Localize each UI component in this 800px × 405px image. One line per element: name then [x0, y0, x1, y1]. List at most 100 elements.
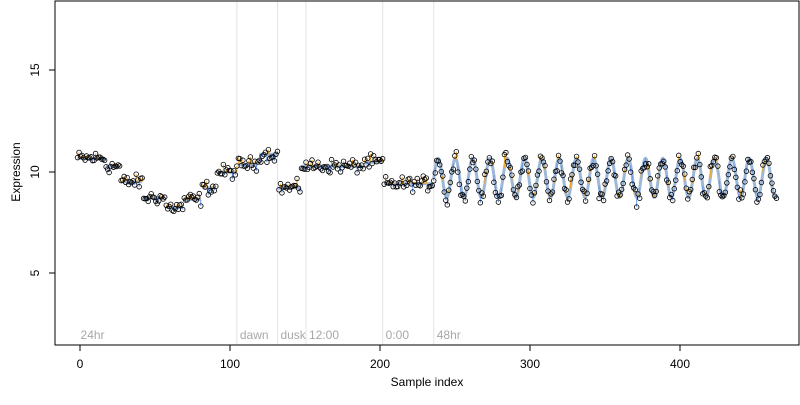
data-point — [382, 174, 389, 180]
data-point — [609, 158, 616, 165]
data-point — [718, 192, 724, 198]
data-point — [124, 174, 130, 181]
data-point — [748, 159, 754, 165]
data-point — [307, 160, 314, 167]
data-point — [773, 195, 780, 201]
data-point — [507, 165, 514, 171]
data-point — [560, 172, 566, 179]
data-point — [139, 175, 145, 181]
data-point — [443, 197, 449, 203]
data-point — [752, 187, 759, 193]
data-point — [767, 173, 774, 179]
data-point — [682, 171, 688, 177]
data-point — [667, 194, 673, 201]
data-point — [704, 195, 711, 201]
data-point — [533, 182, 539, 189]
y-tick-label: 5 — [28, 269, 42, 276]
data-point — [536, 168, 542, 174]
data-point — [279, 190, 285, 196]
data-point — [249, 162, 255, 169]
data-point — [465, 178, 472, 185]
data-point — [259, 153, 266, 159]
data-point — [213, 183, 219, 190]
data-point — [724, 180, 730, 186]
data-point — [644, 164, 650, 170]
data-point — [612, 173, 619, 179]
data-point — [178, 201, 184, 208]
data-point — [734, 184, 741, 190]
data-point — [655, 173, 661, 179]
data-point — [228, 167, 234, 174]
data-point — [770, 188, 777, 194]
data-point — [274, 148, 281, 155]
data-point — [232, 172, 239, 178]
data-point — [543, 179, 550, 185]
data-point — [599, 191, 605, 197]
data-point — [725, 171, 732, 178]
data-point — [222, 172, 228, 178]
annotation-label: dusk — [280, 328, 306, 342]
data-point — [113, 163, 120, 170]
data-point — [596, 195, 602, 202]
data-point — [364, 155, 371, 162]
data-point — [755, 196, 762, 202]
data-point — [498, 192, 505, 199]
y-axis-title: Expression — [9, 142, 23, 201]
data-point — [737, 187, 744, 193]
y-tick-label: 15 — [28, 63, 42, 77]
data-point — [447, 179, 453, 186]
data-point — [578, 179, 584, 185]
data-point — [606, 160, 613, 167]
data-point — [676, 152, 682, 159]
data-point — [116, 163, 123, 169]
data-point — [579, 186, 586, 193]
data-point — [677, 159, 683, 165]
data-point — [273, 151, 279, 158]
data-point — [647, 176, 653, 182]
data-point — [500, 174, 506, 180]
data-point — [441, 189, 447, 195]
data-point — [585, 176, 592, 182]
data-point — [453, 148, 460, 155]
data-point — [202, 184, 209, 190]
data-point — [471, 157, 478, 163]
data-point — [462, 198, 469, 204]
data-point — [665, 179, 671, 186]
data-point — [642, 161, 649, 167]
data-point — [608, 155, 614, 162]
data-point — [423, 175, 429, 181]
data-point — [769, 180, 775, 186]
data-point — [764, 155, 771, 161]
data-point — [219, 171, 225, 177]
data-point — [751, 175, 757, 182]
data-point — [546, 197, 553, 204]
data-point — [479, 190, 485, 196]
data-point — [766, 160, 772, 166]
data-point — [713, 155, 720, 161]
data-point — [537, 153, 544, 159]
data-point — [162, 194, 168, 200]
annotation-label: 12:00 — [309, 328, 339, 342]
data-point — [689, 176, 695, 183]
data-point — [376, 156, 383, 163]
data-point — [437, 162, 443, 168]
data-point — [85, 155, 91, 161]
data-point — [255, 159, 261, 165]
data-point — [575, 159, 581, 165]
data-point — [582, 198, 589, 204]
data-point — [247, 154, 254, 160]
data-point — [256, 157, 263, 164]
data-point — [620, 180, 626, 187]
data-point — [688, 186, 694, 193]
data-point — [576, 166, 583, 172]
data-point — [431, 178, 437, 184]
data-point — [697, 161, 703, 168]
data-point — [716, 188, 723, 195]
data-point — [668, 191, 674, 198]
data-point — [315, 159, 321, 165]
data-point — [627, 169, 634, 175]
data-point — [422, 176, 428, 183]
data-point — [561, 185, 568, 192]
data-point — [692, 164, 698, 171]
